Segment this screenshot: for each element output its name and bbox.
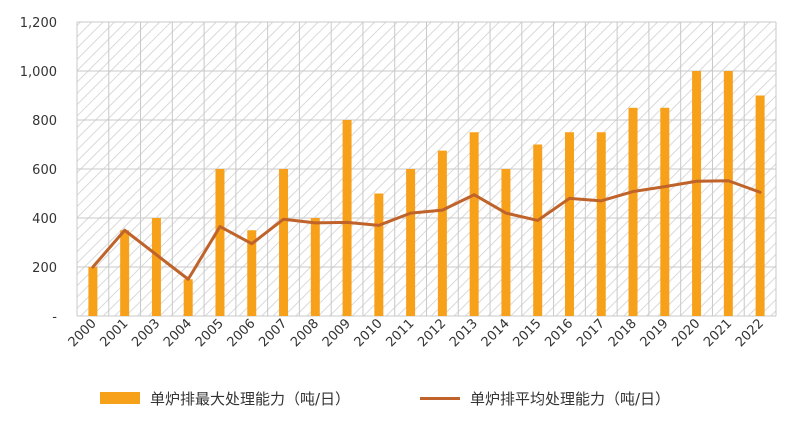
average-line <box>91 179 762 281</box>
x-tick-label: 2022 <box>733 316 767 350</box>
x-axis: 2000200120032004200520062007200820092010… <box>66 316 767 350</box>
x-tick-label: 2001 <box>97 316 131 350</box>
bar <box>564 132 574 316</box>
x-tick-label: 2016 <box>542 316 576 350</box>
x-tick-label: 2014 <box>479 316 513 350</box>
bar <box>279 169 289 316</box>
bar <box>469 132 479 316</box>
x-tick-label: 2010 <box>352 316 386 350</box>
x-tick-label: 2015 <box>511 316 545 350</box>
bars <box>88 71 765 316</box>
x-tick-label: 2017 <box>574 316 608 350</box>
legend-label-max: 单炉排最大处理能力（吨/日） <box>150 389 351 408</box>
x-tick-label: 2000 <box>66 316 100 350</box>
legend-line-swatch <box>420 396 460 400</box>
x-tick-label: 2006 <box>225 316 259 350</box>
bar <box>628 107 638 316</box>
bar <box>755 95 765 316</box>
bar <box>723 71 733 316</box>
bar <box>120 230 130 316</box>
y-tick-label: 400 <box>32 212 57 227</box>
y-tick-label: 600 <box>32 163 57 178</box>
x-tick-label: 2003 <box>129 316 163 350</box>
legend-item-max: 单炉排最大处理能力（吨/日） <box>100 383 350 413</box>
bar <box>692 71 702 316</box>
bar <box>183 279 193 316</box>
x-tick-label: 2020 <box>669 316 703 350</box>
y-tick-label: 1,200 <box>20 16 57 31</box>
bar <box>342 120 352 316</box>
x-tick-label: 2005 <box>193 316 227 350</box>
x-tick-label: 2004 <box>161 316 195 350</box>
x-tick-label: 2011 <box>383 316 417 350</box>
bar <box>88 267 98 316</box>
bar <box>660 107 670 316</box>
legend-item-average: 单炉排平均处理能力（吨/日） <box>420 383 670 413</box>
bar <box>437 150 447 316</box>
legend-bar-swatch <box>100 392 140 404</box>
bar <box>310 218 320 316</box>
bar <box>406 169 416 316</box>
bar <box>374 193 384 316</box>
x-tick-label: 2007 <box>256 316 290 350</box>
x-tick-label: 2009 <box>320 316 354 350</box>
x-tick-label: 2019 <box>638 316 672 350</box>
x-tick-label: 2008 <box>288 316 322 350</box>
bar <box>533 144 543 316</box>
legend: 单炉排最大处理能力（吨/日） 单炉排平均处理能力（吨/日） <box>0 383 800 413</box>
bar <box>215 169 225 316</box>
x-tick-label: 2021 <box>701 316 735 350</box>
y-axis: - 200 400 600 800 1,000 1,200 <box>20 16 58 325</box>
x-tick-label: 2018 <box>606 316 640 350</box>
y-tick-label: 200 <box>32 261 57 276</box>
legend-label-average: 单炉排平均处理能力（吨/日） <box>470 389 671 408</box>
bar <box>247 230 257 316</box>
x-tick-label: 2012 <box>415 316 449 350</box>
average-line-series <box>91 179 762 281</box>
bar <box>501 169 511 316</box>
y-tick-label: 1,000 <box>20 65 57 80</box>
x-tick-label: 2013 <box>447 316 481 350</box>
y-tick-label: - <box>52 310 57 325</box>
y-tick-label: 800 <box>32 114 57 129</box>
bar <box>596 132 606 316</box>
bar <box>151 218 161 316</box>
